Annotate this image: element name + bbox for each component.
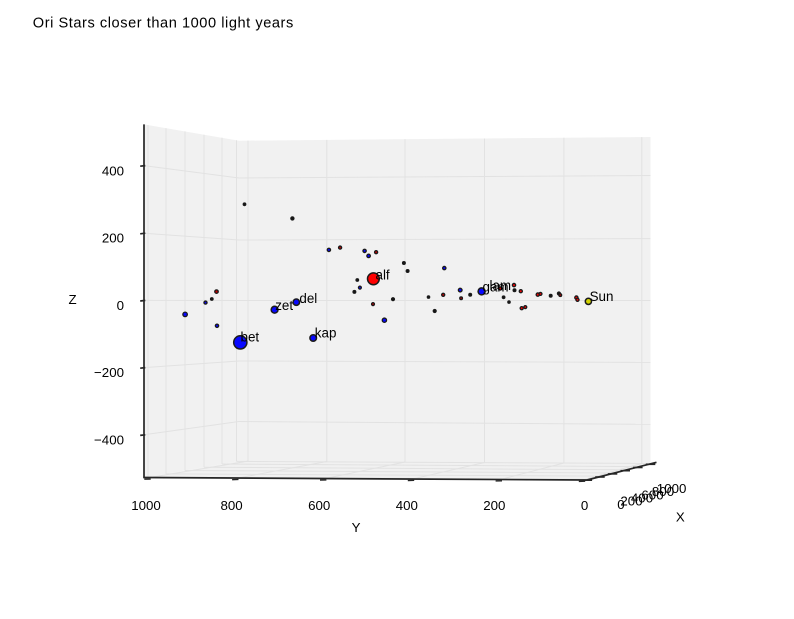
svg-text:Sun: Sun — [590, 289, 614, 304]
svg-text:400: 400 — [396, 498, 418, 513]
svg-text:zet: zet — [275, 298, 293, 313]
svg-text:alf: alf — [376, 268, 390, 283]
svg-text:kap: kap — [315, 325, 337, 340]
svg-text:200: 200 — [483, 498, 505, 513]
svg-text:−200: −200 — [94, 365, 124, 380]
svg-text:Y: Y — [352, 520, 361, 535]
svg-text:600: 600 — [641, 487, 663, 502]
svg-text:600: 600 — [308, 498, 330, 513]
svg-text:1000: 1000 — [657, 481, 687, 496]
svg-text:Ori Stars closer than 1000 lig: Ori Stars closer than 1000 light years — [33, 15, 294, 31]
svg-text:0: 0 — [117, 298, 124, 313]
svg-text:−400: −400 — [94, 432, 124, 447]
svg-text:bet: bet — [241, 330, 260, 345]
svg-text:400: 400 — [102, 164, 124, 179]
svg-text:gam: gam — [483, 279, 509, 294]
svg-text:800: 800 — [221, 498, 243, 513]
svg-text:X: X — [676, 509, 685, 524]
svg-text:0: 0 — [617, 497, 624, 512]
svg-text:400: 400 — [631, 491, 653, 506]
svg-text:800: 800 — [652, 484, 674, 499]
svg-text:lam: lam — [490, 278, 512, 293]
svg-text:Z: Z — [68, 292, 76, 307]
svg-text:1000: 1000 — [131, 498, 161, 513]
svg-text:200: 200 — [620, 494, 642, 509]
svg-text:0: 0 — [581, 498, 588, 513]
svg-text:200: 200 — [102, 231, 124, 246]
svg-text:del: del — [299, 291, 317, 306]
